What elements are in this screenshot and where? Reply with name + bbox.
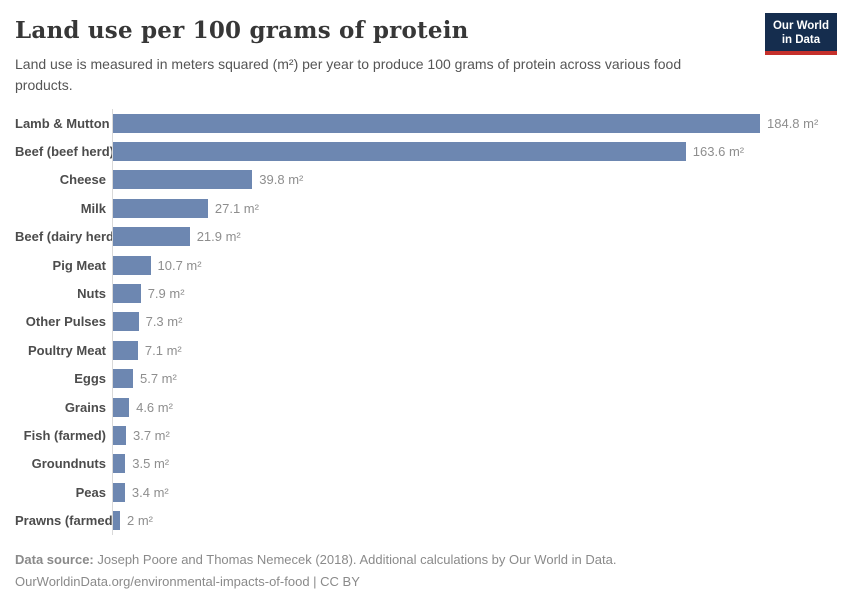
bar-area: 7.3 m²: [112, 307, 835, 337]
category-label: Cheese: [59, 172, 106, 188]
bar-area: 184.8 m²: [112, 109, 835, 138]
owid-logo: Our World in Data: [764, 13, 837, 55]
category-label: Grains: [64, 399, 106, 415]
category-label: Nuts: [77, 286, 106, 302]
bar: [113, 227, 190, 247]
category-label: Groundnuts: [31, 456, 106, 472]
value-label: 3.5 m²: [132, 456, 170, 472]
value-label: 3.7 m²: [133, 427, 170, 443]
bar: [113, 312, 139, 332]
category-label: Pig Meat: [52, 257, 106, 273]
bar-row: Groundnuts 3.5 m²: [15, 449, 835, 479]
data-source-label: Data source:: [15, 551, 94, 567]
bar: [113, 511, 120, 531]
value-label: 7.1 m²: [144, 342, 182, 358]
value-label: 39.8 m²: [259, 172, 304, 188]
category-label: Peas: [75, 484, 106, 500]
data-source-line: Data source: Joseph Poore and Thomas Nem…: [15, 549, 835, 571]
bar-row: Prawns (farmed) 2 m²: [15, 506, 835, 535]
value-label: 163.6 m²: [692, 144, 745, 160]
bar-area: 2 m²: [112, 506, 835, 535]
value-label: 27.1 m²: [214, 200, 259, 216]
owid-logo-line2: in Data: [781, 34, 821, 46]
bar-area: 3.5 m²: [112, 449, 835, 479]
bar-row: Beef (beef herd) 163.6 m²: [15, 137, 835, 166]
value-label: 5.7 m²: [140, 371, 177, 387]
value-label: 4.6 m²: [136, 399, 173, 415]
bar-row: Other Pulses 7.3 m²: [15, 307, 835, 337]
value-label: 7.9 m²: [147, 286, 185, 302]
bar: [113, 397, 130, 417]
license-line: OurWorldinData.org/environmental-impacts…: [15, 573, 360, 589]
bar-row: Eggs 5.7 m²: [15, 364, 835, 393]
bar-chart: Lamb & Mutton 184.8 m² Beef (beef herd) 163…: [15, 109, 835, 535]
bar: [113, 198, 208, 218]
bar-area: 10.7 m²: [112, 250, 835, 280]
value-label: 10.7 m²: [157, 257, 202, 273]
category-label: Milk: [80, 200, 106, 216]
bar-area: 163.6 m²: [112, 137, 835, 166]
chart-subtitle: Land use is measured in meters squared (…: [15, 56, 682, 93]
bar: [113, 142, 686, 162]
bar-row: Grains 4.6 m²: [15, 392, 835, 422]
value-label: 2 m²: [127, 513, 153, 529]
value-label: 7.3 m²: [145, 314, 183, 330]
value-label: 184.8 m²: [767, 115, 819, 131]
owid-logo-line1: Our World: [772, 20, 829, 32]
value-label: 21.9 m²: [196, 229, 241, 245]
bar: [113, 170, 253, 190]
bar: [113, 340, 138, 360]
bar: [113, 113, 760, 133]
bar-row: Milk 27.1 m²: [15, 194, 835, 223]
bar-area: 3.4 m²: [112, 478, 835, 507]
category-label: Other Pulses: [25, 314, 106, 330]
bar-area: 7.1 m²: [112, 336, 835, 365]
bar-area: 3.7 m²: [112, 421, 835, 450]
bar: [113, 425, 126, 445]
bar-area: 21.9 m²: [112, 222, 835, 251]
category-label: Eggs: [74, 371, 106, 387]
bar-area: 39.8 m²: [112, 165, 835, 195]
bar-area: 4.6 m²: [112, 392, 835, 422]
chart-footer: Data source: Joseph Poore and Thomas Nem…: [15, 549, 835, 593]
bar: [113, 284, 141, 304]
bar-area: 27.1 m²: [112, 194, 835, 223]
data-source-text: Joseph Poore and Thomas Nemecek (2018). …: [93, 551, 617, 567]
bar: [113, 454, 126, 474]
category-label: Lamb & Mutton: [15, 115, 110, 131]
category-label: Fish (farmed): [23, 427, 106, 443]
category-label: Prawns (farmed): [15, 513, 117, 529]
bar-row: Peas 3.4 m²: [15, 478, 835, 507]
bar-row: Pig Meat 10.7 m²: [15, 250, 835, 280]
bar-row: Cheese 39.8 m²: [15, 165, 835, 195]
bar: [113, 482, 125, 502]
bar-row: Beef (dairy herd) 21.9 m²: [15, 222, 835, 251]
bar: [113, 369, 133, 389]
chart-title: Land use per 100 grams of protein: [15, 17, 469, 44]
category-label: Beef (dairy herd): [15, 229, 119, 245]
bar-row: Fish (farmed) 3.7 m²: [15, 421, 835, 450]
category-label: Beef (beef herd): [15, 144, 114, 160]
category-label: Poultry Meat: [27, 342, 106, 358]
value-label: 3.4 m²: [131, 484, 169, 500]
bar-row: Lamb & Mutton 184.8 m²: [15, 109, 835, 138]
bar: [113, 255, 151, 275]
bar-area: 7.9 m²: [112, 279, 835, 308]
bar-row: Nuts 7.9 m²: [15, 279, 835, 308]
bar-row: Poultry Meat 7.1 m²: [15, 336, 835, 365]
bar-area: 5.7 m²: [112, 364, 835, 393]
